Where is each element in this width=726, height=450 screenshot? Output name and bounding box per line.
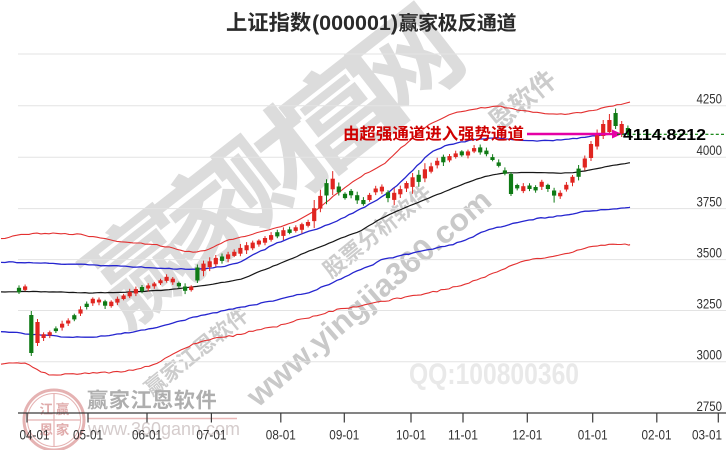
svg-text:03-01: 03-01: [692, 428, 722, 443]
svg-text:12-01: 12-01: [512, 428, 542, 443]
svg-text:3250: 3250: [697, 296, 723, 311]
svg-text:www.360gann.com: www.360gann.com: [87, 419, 240, 439]
svg-text:07-01: 07-01: [196, 428, 226, 443]
svg-text:4114.8212: 4114.8212: [623, 127, 706, 144]
svg-text:04-01: 04-01: [20, 428, 50, 443]
svg-text:10-01: 10-01: [396, 428, 426, 443]
svg-text:05-01: 05-01: [73, 428, 103, 443]
svg-text:2750: 2750: [697, 399, 723, 414]
svg-text:(000001): (000001): [312, 11, 398, 35]
svg-text:4000: 4000: [697, 143, 723, 158]
svg-text:3000: 3000: [697, 348, 723, 363]
svg-text:3750: 3750: [697, 194, 723, 209]
svg-text:02-01: 02-01: [642, 428, 672, 443]
svg-text:3500: 3500: [697, 245, 723, 260]
svg-text:01-01: 01-01: [578, 428, 608, 443]
svg-text:08-01: 08-01: [266, 428, 296, 443]
svg-text:06-01: 06-01: [132, 428, 162, 443]
svg-text:4250: 4250: [697, 92, 723, 107]
svg-text:09-01: 09-01: [329, 428, 359, 443]
svg-text:QQ:100800360: QQ:100800360: [409, 358, 579, 391]
svg-text:11-01: 11-01: [448, 428, 478, 443]
